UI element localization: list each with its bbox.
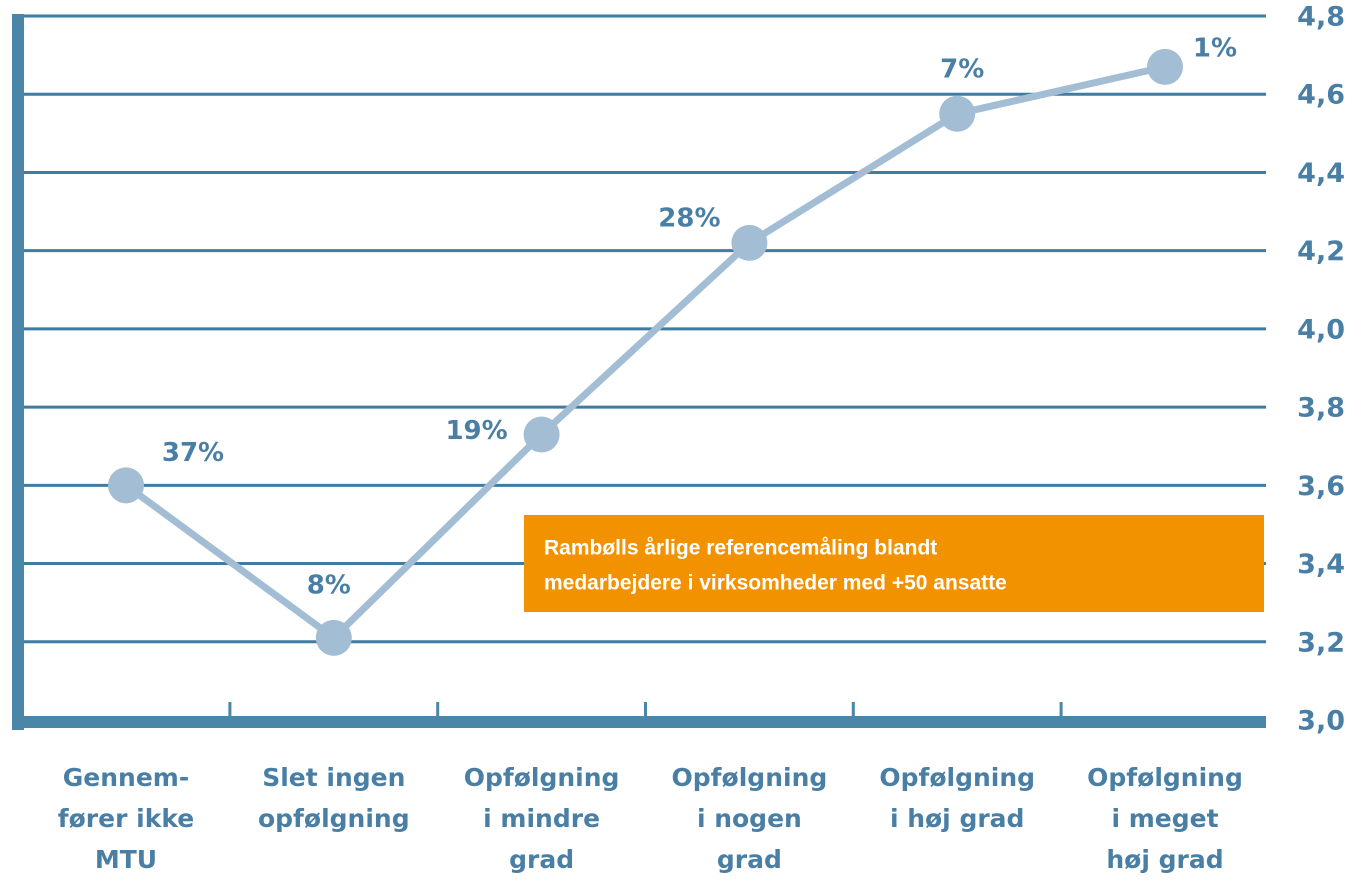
point <box>1147 48 1183 85</box>
x-tick-label: i mindre <box>483 804 600 833</box>
share-label: 37% <box>162 438 224 468</box>
x-tick-label: Opfølgning <box>1087 763 1243 792</box>
y-tick-label: 3,2 <box>1297 627 1345 658</box>
y-tick-label: 3,4 <box>1297 549 1345 580</box>
x-tick-label: Opfølgning <box>672 763 828 792</box>
y-tick-label: 4,4 <box>1297 158 1345 189</box>
x-tick-label: Slet ingen <box>262 763 405 792</box>
x-tick-label: Gennem- <box>63 763 189 792</box>
y-tick-label: 4,8 <box>1297 2 1345 33</box>
x-tick-label: fører ikke <box>58 804 194 833</box>
x-tick-label: i meget <box>1111 804 1218 833</box>
x-tick-label: Opfølgning <box>464 763 620 792</box>
annotation: medarbejdere i virksomheder med +50 ansa… <box>544 572 1007 595</box>
share-label: 19% <box>445 416 507 446</box>
y-tick-label: 4,2 <box>1297 236 1345 267</box>
share-label: 1% <box>1193 33 1237 63</box>
x-tick-label: i nogen <box>697 804 802 833</box>
y-tick-label: 4,6 <box>1297 80 1345 111</box>
annotation-box <box>524 515 1264 612</box>
x-tick-label: opfølgning <box>258 804 410 833</box>
y-tick-label: 3,0 <box>1297 706 1345 737</box>
x-tick-label: Opfølgning <box>879 763 1035 792</box>
x-tick-label: grad <box>717 845 782 874</box>
x-tick-label: i høj grad <box>890 804 1025 833</box>
point <box>523 416 560 453</box>
line <box>123 63 1166 643</box>
point <box>315 619 352 656</box>
point <box>108 467 144 504</box>
point <box>731 224 768 261</box>
y-tick-label: 3,6 <box>1297 471 1345 502</box>
point <box>939 95 976 132</box>
y-tick-label: 4,0 <box>1297 314 1345 345</box>
annotation: Rambølls årlige referencemåling blandt <box>544 537 937 560</box>
x-tick-label: høj grad <box>1106 845 1223 874</box>
share-label: 8% <box>307 570 351 600</box>
share-label: 7% <box>940 54 984 84</box>
x-tick-label: grad <box>509 845 574 874</box>
x-tick-label: MTU <box>95 845 157 874</box>
y-tick-label: 3,8 <box>1297 393 1345 424</box>
x-axis <box>12 716 1266 728</box>
share-label: 28% <box>658 203 720 233</box>
y-axis <box>12 14 24 730</box>
